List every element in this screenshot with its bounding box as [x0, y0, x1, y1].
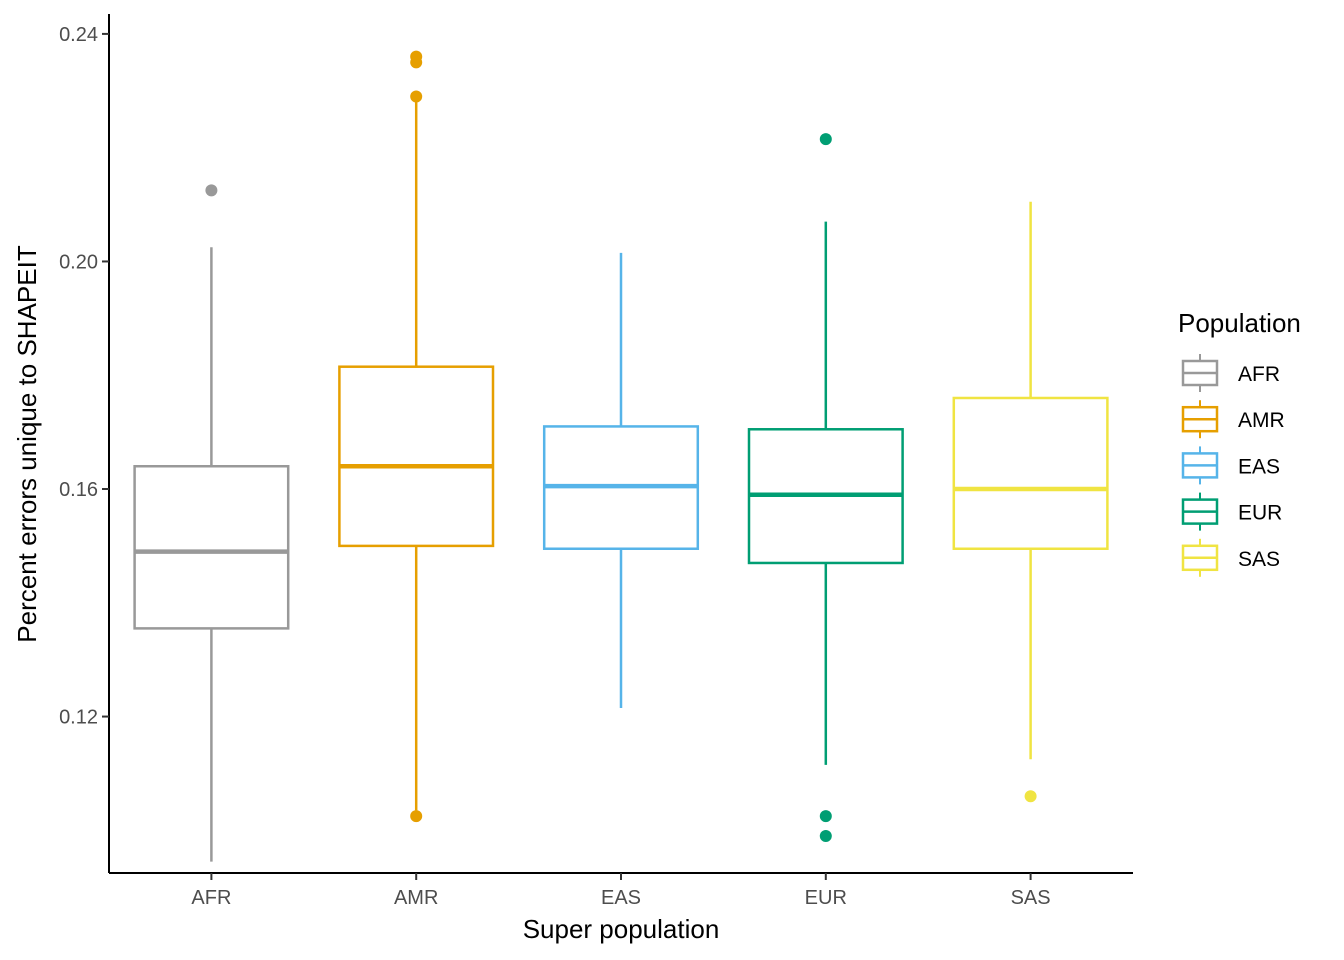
legend-entry-eas: EAS	[1181, 446, 1280, 485]
plot-area	[133, 50, 1109, 862]
outlier-point	[410, 810, 423, 823]
legend-entry-eur: EUR	[1181, 492, 1282, 531]
legend-label: SAS	[1238, 548, 1280, 571]
outlier-point	[819, 810, 832, 823]
x-tick-label: SAS	[1011, 887, 1051, 909]
x-tick-label: AMR	[394, 887, 438, 909]
box-eur	[747, 133, 904, 843]
x-tick-label: EUR	[805, 887, 847, 909]
x-tick-label: AFR	[191, 887, 231, 909]
legend-entry-sas: SAS	[1181, 538, 1280, 577]
y-axis-ticks: 0.12 0.16 0.20 0.24	[59, 24, 109, 729]
y-tick-label: 0.12	[59, 707, 98, 729]
iqr-box	[338, 365, 495, 548]
legend-label: EAS	[1238, 455, 1280, 478]
y-tick-label: 0.24	[59, 24, 98, 46]
iqr-box	[952, 396, 1109, 550]
legend: Population AFR AMR EAS EUR SAS	[1178, 308, 1301, 577]
outlier-point	[410, 56, 423, 69]
outlier-point	[819, 830, 832, 843]
outlier-point	[205, 184, 218, 197]
iqr-box	[133, 465, 290, 630]
legend-title: Population	[1178, 308, 1301, 338]
y-tick-label: 0.20	[59, 251, 98, 273]
box-sas	[952, 201, 1109, 803]
y-axis-title: Percent errors unique to SHAPEIT	[12, 245, 42, 643]
legend-label: AMR	[1238, 409, 1285, 432]
outlier-point	[410, 90, 423, 103]
box-amr	[338, 50, 495, 823]
legend-label: AFR	[1238, 363, 1280, 386]
x-tick-label: EAS	[601, 887, 641, 909]
outlier-point	[1024, 790, 1037, 803]
x-axis-ticks: AFR AMR EAS EUR SAS	[191, 873, 1051, 909]
legend-entry-amr: AMR	[1181, 400, 1285, 439]
legend-entry-afr: AFR	[1181, 354, 1280, 392]
outlier-point	[819, 133, 832, 146]
y-tick-label: 0.16	[59, 479, 98, 501]
box-afr	[133, 184, 290, 862]
legend-label: EUR	[1238, 502, 1282, 525]
x-axis-title: Super population	[523, 914, 720, 944]
box-eas	[542, 252, 700, 709]
